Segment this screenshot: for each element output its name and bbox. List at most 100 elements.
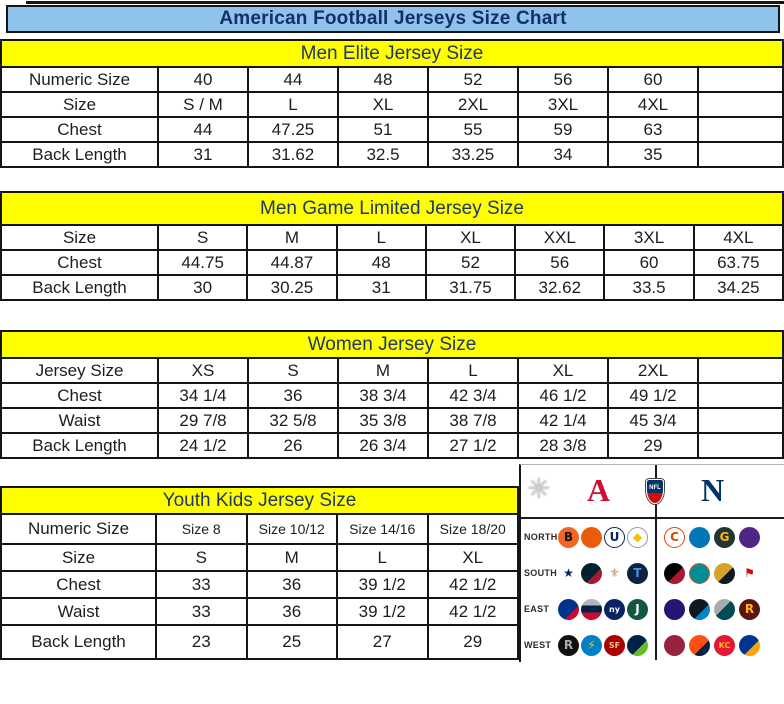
afc-team-logos: ★ ⚜ T — [558, 562, 652, 584]
size-value-cell: M — [245, 543, 338, 572]
table-row: Size S M L XL XXL 3XL 4XL — [0, 224, 784, 251]
size-value-cell: 39 1/2 — [336, 570, 429, 599]
men-elite-grid: Numeric Size 40 44 48 52 56 60 Size S / M L XL 2XL 3… — [0, 66, 784, 168]
size-value-cell: XS — [157, 357, 249, 384]
size-value-cell: XL — [517, 357, 609, 384]
size-value-cell: 27 — [336, 624, 429, 660]
row-label-cell: Jersey Size — [0, 357, 159, 384]
table-row: Chest 33 36 39 1/2 42 1/2 — [0, 570, 519, 599]
size-value-cell: XL — [337, 91, 429, 118]
ravens-logo-icon — [664, 598, 685, 620]
nfl-teams-panel: ✳ A NFL N NORTH B U ◆ C G SOUTH ★ ⚜ T ⚑ EAST ny J R WES… — [519, 464, 784, 662]
size-value-cell: 40 — [157, 66, 249, 93]
jaguars-logo-icon — [714, 562, 735, 584]
rams-logo-icon — [739, 634, 760, 656]
table-row: Waist 29 7/8 32 5/8 35 3/8 38 7/8 42 1/4 45 3/… — [0, 407, 784, 434]
size-value-cell: 47.25 — [247, 116, 339, 143]
table-row: Chest 44.75 44.87 48 52 56 60 63.75 — [0, 249, 784, 276]
broncos-logo-icon — [689, 634, 710, 656]
row-label-cell: Size — [0, 543, 157, 572]
table-row: Chest 34 1/4 36 38 3/4 42 3/4 46 1/2 49 1/2 — [0, 382, 784, 409]
size-value-cell: 29 — [607, 432, 699, 459]
size-value-cell: 31 — [335, 274, 427, 301]
women-grid: Jersey Size XS S M L XL 2XL Chest 34 1/4 36 38 3/4… — [0, 357, 784, 459]
division-row-north: NORTH B U ◆ C G — [521, 519, 784, 555]
afc-team-logos: B U ◆ — [558, 526, 652, 548]
page-title: American Football Jerseys Size Chart — [6, 5, 780, 33]
size-value-cell: Size 18/20 — [426, 513, 519, 545]
row-label-cell: Chest — [0, 249, 159, 276]
size-value-cell: 25 — [245, 624, 338, 660]
size-value-cell: Size 14/16 — [336, 513, 429, 545]
size-value-cell: 59 — [517, 116, 609, 143]
patriots-logo-icon — [581, 598, 602, 620]
size-value-cell: 56 — [517, 66, 609, 93]
size-value-cell: 34 — [517, 141, 609, 168]
youth-kids-size-table: Youth Kids Jersey Size Numeric Size Size … — [0, 486, 519, 660]
size-value-cell: 24 1/2 — [157, 432, 249, 459]
size-value-cell: 2XL — [427, 91, 519, 118]
size-value-cell: 36 — [247, 382, 339, 409]
texans-logo-icon — [581, 562, 602, 584]
men-elite-size-table: Men Elite Jersey Size Numeric Size 40 44 48… — [0, 39, 784, 168]
afc-team-logos: ny J — [558, 598, 652, 620]
table-header-men-game-limited: Men Game Limited Jersey Size — [0, 191, 784, 224]
size-value-cell: 2XL — [607, 357, 699, 384]
size-value-cell: 63.75 — [692, 249, 784, 276]
size-value-cell: 3XL — [517, 91, 609, 118]
size-value-cell: 63 — [607, 116, 699, 143]
cardinals-logo-icon — [664, 634, 685, 656]
size-value-cell: 28 3/8 — [517, 432, 609, 459]
size-value-cell: Size 10/12 — [245, 513, 338, 545]
size-value-cell: 42 1/2 — [426, 570, 519, 599]
raiders-logo-icon: R — [558, 634, 579, 656]
size-value-cell: S — [155, 543, 248, 572]
division-label: EAST — [524, 604, 550, 614]
division-row-west: WEST R ⚡ SF KC — [521, 627, 784, 663]
size-value-cell: XXL — [514, 224, 606, 251]
division-row-east: EAST ny J R — [521, 591, 784, 627]
size-value-cell: 4XL — [607, 91, 699, 118]
size-value-cell: 45 3/4 — [607, 407, 699, 434]
row-label-cell: Back Length — [0, 274, 159, 301]
chargers-logo-icon: ⚡ — [581, 634, 602, 656]
size-value-cell: 27 1/2 — [427, 432, 519, 459]
size-value-cell: 56 — [514, 249, 606, 276]
giants-logo-icon: ny — [604, 598, 625, 620]
size-value-cell: 38 7/8 — [427, 407, 519, 434]
size-value-cell: 26 3/4 — [337, 432, 429, 459]
size-value-cell: 31.75 — [424, 274, 517, 301]
size-value-cell: 3XL — [603, 224, 695, 251]
size-value-cell: 39 1/2 — [336, 597, 429, 626]
size-value-cell: 44.87 — [246, 249, 338, 276]
size-value-cell — [697, 432, 784, 459]
size-value-cell: 42 1/4 — [517, 407, 609, 434]
size-value-cell: M — [246, 224, 338, 251]
size-value-cell: 33.5 — [603, 274, 695, 301]
size-value-cell: 29 7/8 — [157, 407, 249, 434]
size-value-cell: 34 1/4 — [157, 382, 249, 409]
size-value-cell: 33 — [155, 597, 248, 626]
size-value-cell: L — [427, 357, 519, 384]
browns-logo-icon — [581, 526, 602, 548]
nfl-division-rows: NORTH B U ◆ C G SOUTH ★ ⚜ T ⚑ EAST ny J R WEST R ⚡ SF KC — [521, 519, 784, 662]
men-game-limited-grid: Size S M L XL XXL 3XL 4XL Chest 44.75 44.87 48 52 56 6… — [0, 224, 784, 301]
size-value-cell: 42 3/4 — [427, 382, 519, 409]
size-value-cell: 52 — [424, 249, 517, 276]
size-value-cell: 30.25 — [246, 274, 338, 301]
row-label-cell: Chest — [0, 116, 159, 143]
table-row: Numeric Size 40 44 48 52 56 60 — [0, 66, 784, 93]
size-value-cell: 51 — [337, 116, 429, 143]
row-label-cell: Back Length — [0, 624, 157, 660]
size-value-cell: 38 3/4 — [337, 382, 429, 409]
bengals-logo-icon: B — [558, 526, 579, 548]
afc-logo-icon: A — [587, 472, 611, 508]
size-value-cell: Size 8 — [155, 513, 248, 545]
nfl-header-rule — [521, 517, 784, 519]
jets-logo-icon: J — [627, 598, 648, 620]
nfc-team-logos: ⚑ — [664, 562, 760, 584]
table-row: Size S / M L XL 2XL 3XL 4XL — [0, 91, 784, 118]
size-value-cell: L — [336, 543, 429, 572]
